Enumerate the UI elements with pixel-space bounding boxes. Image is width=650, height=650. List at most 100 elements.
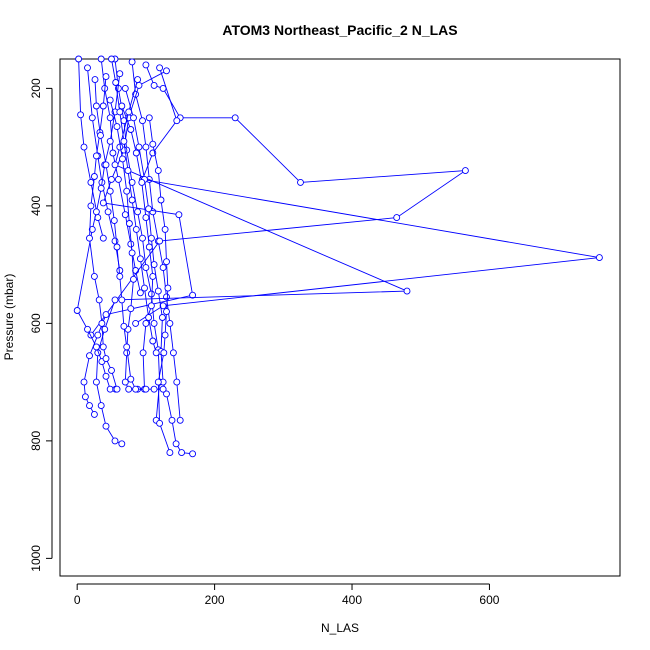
data-point bbox=[125, 385, 133, 393]
data-point bbox=[163, 67, 170, 75]
plot-area: 0 200 400 600 200 400 600 800 1000 bbox=[29, 55, 621, 607]
data-point bbox=[81, 393, 89, 401]
data-point bbox=[113, 243, 121, 251]
data-point bbox=[461, 167, 469, 175]
data-point bbox=[101, 325, 109, 333]
series-line bbox=[90, 64, 468, 336]
series-17 bbox=[108, 55, 160, 357]
data-point bbox=[159, 385, 167, 393]
data-point bbox=[147, 302, 155, 310]
data-point bbox=[136, 289, 144, 297]
data-point bbox=[111, 237, 119, 245]
data-point bbox=[152, 349, 160, 357]
data-point bbox=[156, 419, 164, 427]
data-point bbox=[111, 161, 119, 169]
series-16 bbox=[145, 114, 174, 457]
data-point bbox=[99, 102, 107, 110]
data-point bbox=[106, 187, 114, 195]
data-point bbox=[92, 378, 100, 386]
data-point bbox=[130, 114, 137, 122]
data-point bbox=[91, 76, 99, 84]
data-point bbox=[108, 55, 115, 63]
data-point bbox=[124, 167, 132, 175]
series-line bbox=[111, 58, 157, 353]
y-axis: 200 400 600 800 1000 bbox=[29, 78, 53, 572]
data-point bbox=[158, 314, 166, 321]
data-point bbox=[88, 114, 96, 122]
data-point bbox=[132, 385, 140, 393]
data-point bbox=[123, 349, 131, 357]
data-point bbox=[173, 117, 181, 125]
data-point bbox=[80, 143, 88, 151]
data-point bbox=[106, 114, 114, 122]
data-point bbox=[149, 272, 157, 280]
data-point bbox=[98, 319, 106, 327]
data-point bbox=[128, 58, 136, 66]
data-point bbox=[92, 102, 100, 110]
data-point bbox=[595, 254, 603, 262]
data-point bbox=[134, 208, 142, 216]
data-point bbox=[172, 440, 180, 448]
x-axis: 0 200 400 600 bbox=[74, 583, 500, 607]
data-point bbox=[150, 319, 158, 327]
data-point bbox=[99, 199, 107, 207]
data-point bbox=[108, 366, 115, 374]
data-point bbox=[154, 287, 162, 295]
data-point bbox=[128, 196, 136, 204]
data-point bbox=[102, 372, 110, 380]
data-point bbox=[123, 343, 131, 351]
data-point bbox=[154, 378, 162, 386]
data-point bbox=[73, 307, 81, 314]
data-point bbox=[136, 255, 144, 263]
data-point bbox=[163, 308, 170, 316]
data-point bbox=[130, 275, 137, 283]
data-point bbox=[87, 202, 95, 210]
data-point bbox=[166, 319, 174, 327]
data-point bbox=[128, 178, 136, 186]
x-tick-label: 0 bbox=[74, 593, 81, 607]
data-point bbox=[119, 155, 126, 163]
y-tick-label: 200 bbox=[29, 78, 43, 98]
data-point bbox=[92, 343, 100, 351]
x-tick-label: 400 bbox=[342, 593, 362, 607]
y-tick-label: 800 bbox=[29, 431, 43, 451]
data-point bbox=[86, 352, 93, 360]
data-point bbox=[116, 70, 124, 78]
data-point bbox=[145, 114, 153, 122]
data-point bbox=[97, 55, 105, 63]
data-point bbox=[159, 264, 167, 272]
data-point bbox=[102, 161, 110, 169]
data-point bbox=[159, 302, 167, 310]
data-point bbox=[139, 349, 147, 357]
data-point bbox=[106, 137, 114, 145]
data-point bbox=[403, 287, 411, 295]
series-layer bbox=[73, 55, 603, 458]
data-point bbox=[86, 234, 93, 242]
data-point bbox=[125, 220, 133, 227]
data-point bbox=[106, 96, 114, 104]
data-point bbox=[102, 311, 110, 319]
data-point bbox=[132, 225, 140, 233]
data-point bbox=[120, 322, 128, 330]
data-point bbox=[166, 449, 174, 457]
series-5 bbox=[128, 58, 184, 424]
data-point bbox=[145, 314, 153, 321]
data-point bbox=[128, 249, 136, 257]
data-point bbox=[231, 114, 239, 122]
series-14 bbox=[106, 96, 142, 393]
data-point bbox=[125, 108, 133, 116]
plot-frame bbox=[59, 58, 621, 577]
data-point bbox=[75, 55, 83, 63]
data-point bbox=[86, 402, 93, 410]
chart-title: ATOM3 Northeast_Pacific_2 N_LAS bbox=[222, 22, 457, 38]
data-point bbox=[163, 293, 170, 301]
data-point bbox=[102, 422, 110, 430]
data-point bbox=[141, 284, 148, 292]
data-point bbox=[142, 143, 150, 151]
data-point bbox=[139, 234, 146, 242]
x-tick-label: 600 bbox=[479, 593, 499, 607]
series-line bbox=[78, 58, 104, 239]
series-12 bbox=[121, 84, 197, 458]
data-point bbox=[132, 319, 140, 327]
data-point bbox=[113, 385, 121, 393]
